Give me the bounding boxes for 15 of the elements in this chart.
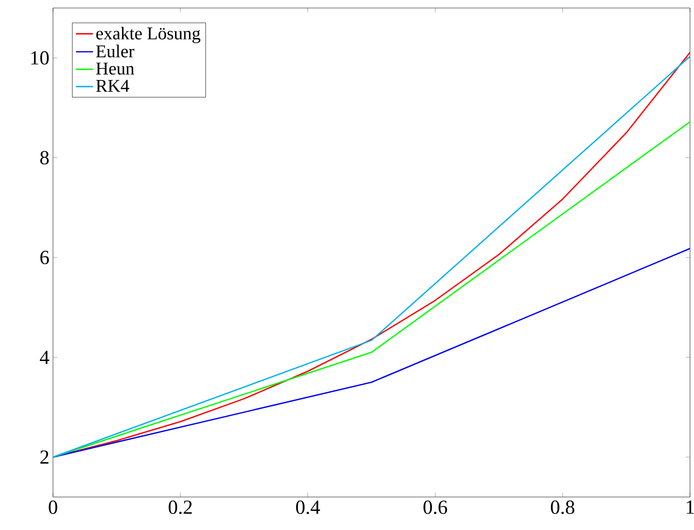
legend-label: Euler	[96, 44, 134, 58]
legend-label: Heun	[96, 62, 134, 75]
legend-label: RK4	[96, 80, 130, 92]
y-tick-label: 2	[40, 450, 48, 464]
x-tick-label: 0.4	[296, 500, 320, 514]
x-tick-label: 0.6	[424, 500, 448, 514]
y-tick-label: 6	[40, 250, 49, 264]
y-tick-label: 8	[40, 150, 49, 164]
y-tick-label: 10	[31, 51, 49, 65]
legend-label: exakte Lösung	[96, 26, 200, 44]
x-tick-label: 0	[48, 500, 58, 514]
x-tick-label: 0.2	[168, 500, 192, 514]
x-tick-label: 1	[686, 500, 694, 514]
x-tick-label: 0.8	[550, 500, 574, 514]
y-tick-label: 4	[40, 350, 50, 364]
